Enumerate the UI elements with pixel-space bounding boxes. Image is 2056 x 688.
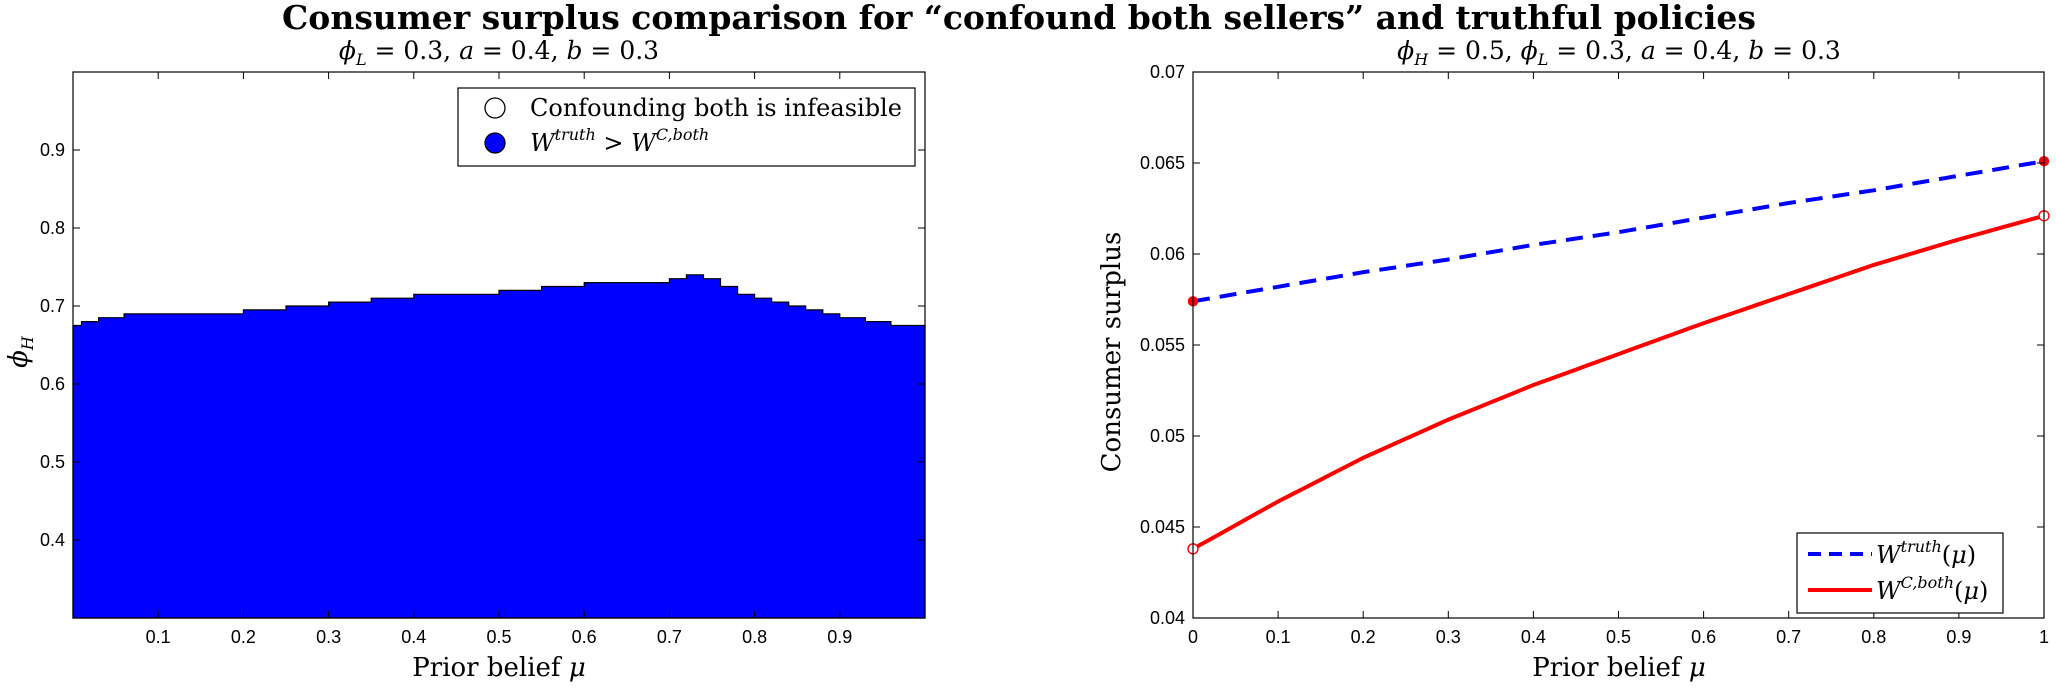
right-panel-title: ϕH = 0.5, ϕL = 0.3, a = 0.4, b = 0.3 [1397,36,1841,69]
left-y-tick-label: 0.4 [40,530,65,550]
right-y-tick-label: 0.06 [1150,244,1185,264]
left-x-tick-label: 0.5 [486,627,511,647]
right-plot-area: 0 0.1 0.2 0.3 0.4 0.5 0.6 0.7 0.8 0.9 1 0.04 0.045 0.… [1140,62,2050,647]
left-legend-box [457,87,916,167]
right-y-tick-label: 0.045 [1140,517,1185,537]
left-y-tick-label: 0.5 [40,452,65,472]
left-y-tick-label: 0.8 [40,218,65,238]
right-x-tick-label: 0 [1188,627,1198,647]
legend-filled-circle-marker [484,132,506,154]
left-x-tick-label: 0.3 [316,627,341,647]
right-legend-box [1796,532,2004,614]
legend-label-wcboth: WC,both(μ) [1876,573,1988,605]
legend-label-wtruth-greater: Wtruth > WC,both [530,125,709,157]
legend-open-circle-marker [484,97,506,119]
right-y-tick-label: 0.04 [1150,608,1185,628]
figure-suptitle: Consumer surplus comparison for “confoun… [282,0,1756,37]
left-panel: ϕL = 0.3, a = 0.4, b = 0.3 0.1 0.2 0.3 0.4 0… [4,36,926,683]
left-x-tick-label: 0.1 [146,627,171,647]
right-legend: Wtruth(μ) WC,both(μ) [1796,532,2004,614]
legend-label-infeasible: Confounding both is infeasible [530,94,902,122]
left-y-tick-label: 0.9 [40,140,65,160]
left-panel-title: ϕL = 0.3, a = 0.4, b = 0.3 [339,36,659,69]
right-x-tick-label: 0.5 [1606,627,1631,647]
right-x-tick-label: 0.4 [1521,627,1546,647]
left-x-tick-label: 0.8 [742,627,767,647]
left-x-tick-label: 0.4 [401,627,426,647]
right-ylabel: Consumer surplus [1097,232,1127,473]
region-wtruth-greater [72,274,926,619]
left-x-tick-label: 0.9 [827,627,852,647]
right-y-tick-label: 0.07 [1150,62,1185,82]
right-y-tick-label: 0.05 [1150,426,1185,446]
right-xlabel: Prior belief μ [1532,653,1705,683]
right-panel: ϕH = 0.5, ϕL = 0.3, a = 0.4, b = 0.3 0 0.… [1097,36,2050,683]
right-x-tick-label: 0.3 [1436,627,1461,647]
right-y-tick-label: 0.055 [1140,335,1185,355]
left-x-tick-label: 0.6 [572,627,597,647]
right-x-tick-label: 0.2 [1351,627,1376,647]
left-y-tick-label: 0.7 [40,296,65,316]
plot-background [1193,72,2044,618]
left-xlabel: Prior belief μ [412,653,585,683]
series-line-wtruth [1192,159,2045,304]
series-line-wcboth [1192,213,2045,551]
legend-label-wtruth: Wtruth(μ) [1876,537,1976,569]
right-x-tick-label: 0.1 [1266,627,1291,647]
right-x-tick-label: 0.6 [1691,627,1716,647]
right-x-tick-label: 0.8 [1861,627,1886,647]
left-legend: Confounding both is infeasible Wtruth > … [457,87,916,167]
left-ylabel: ϕH [4,335,37,368]
left-y-tick-label: 0.6 [40,374,65,394]
left-x-tick-label: 0.7 [657,627,682,647]
right-x-tick-label: 0.7 [1776,627,1801,647]
left-x-tick-label: 0.2 [231,627,256,647]
right-x-tick-label: 1 [2039,627,2049,647]
right-y-tick-label: 0.065 [1140,153,1185,173]
right-x-tick-label: 0.9 [1946,627,1971,647]
